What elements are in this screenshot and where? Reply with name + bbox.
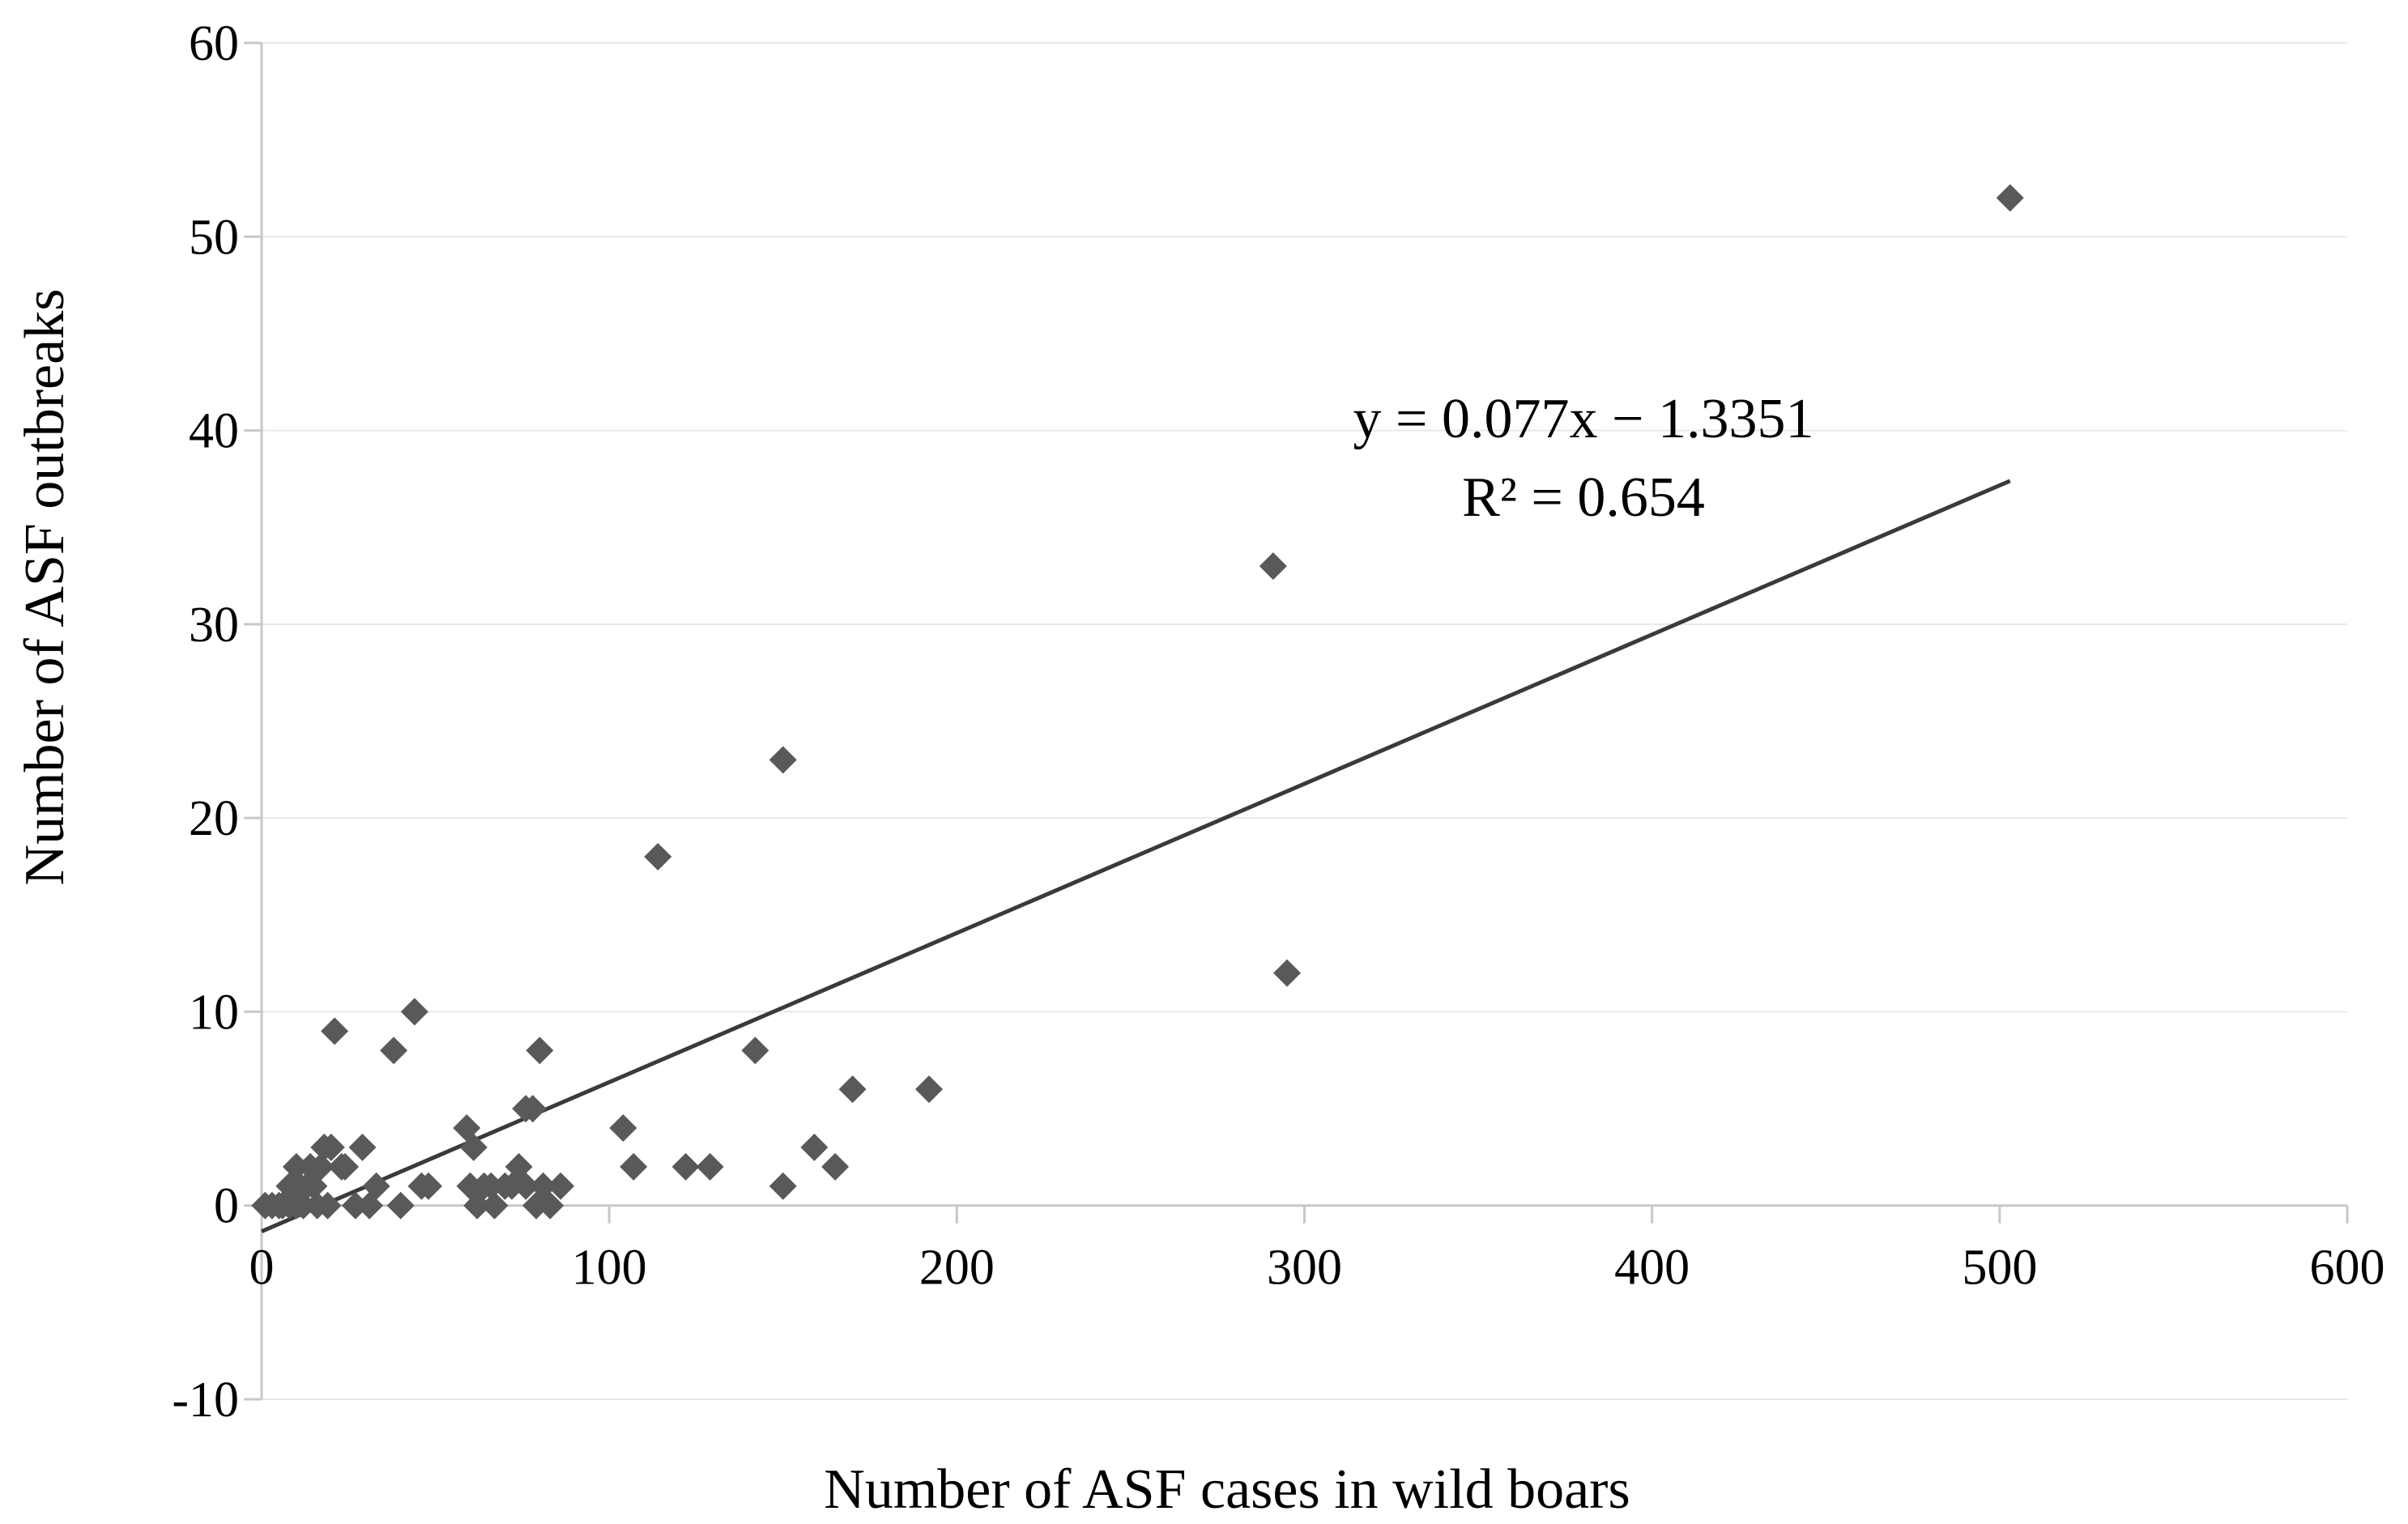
data-point	[821, 1152, 850, 1181]
data-point	[1259, 552, 1287, 581]
y-tick-label: 50	[189, 210, 239, 265]
y-tick-label: -10	[172, 1373, 239, 1428]
x-tick-label: 400	[1614, 1241, 1690, 1296]
data-point	[696, 1152, 724, 1181]
data-point	[313, 1191, 342, 1220]
data-point	[386, 1191, 415, 1220]
data-point	[769, 746, 797, 774]
data-point	[341, 1191, 369, 1220]
data-point	[306, 1152, 335, 1181]
data-point	[348, 1133, 377, 1161]
x-tick-label: 0	[249, 1241, 275, 1296]
x-tick-label: 100	[572, 1241, 647, 1296]
data-point	[769, 1172, 797, 1200]
data-point	[1273, 959, 1302, 987]
y-tick-label: 40	[189, 404, 239, 459]
data-point	[1996, 184, 2024, 212]
data-point	[518, 1095, 547, 1123]
x-tick-label: 300	[1267, 1241, 1342, 1296]
data-point	[620, 1152, 648, 1181]
y-tick-label: 0	[214, 1179, 239, 1234]
data-points	[251, 184, 2024, 1220]
gridlines	[262, 42, 2347, 1400]
axes	[244, 41, 2349, 1401]
data-point	[838, 1075, 867, 1104]
data-point	[282, 1152, 310, 1181]
data-point	[380, 1037, 408, 1065]
x-axis-title: Number of ASF cases in wild boars	[824, 1458, 1630, 1521]
y-tick-label: 10	[189, 985, 239, 1040]
data-point	[526, 1037, 554, 1065]
trendline	[261, 479, 2011, 1233]
data-point	[671, 1152, 700, 1181]
y-tick-label: 60	[189, 16, 239, 71]
y-tick-label: 30	[189, 598, 239, 653]
data-point	[741, 1037, 769, 1065]
data-point	[415, 1172, 442, 1200]
data-point	[321, 1017, 349, 1045]
data-point	[331, 1152, 359, 1181]
data-point	[480, 1191, 509, 1220]
data-point	[536, 1191, 565, 1220]
data-point	[362, 1172, 390, 1200]
trendline-layer	[261, 479, 2011, 1233]
trendline-equation: y = 0.077x − 1.3351	[1353, 388, 1814, 450]
data-point	[915, 1075, 943, 1104]
data-point	[800, 1133, 829, 1161]
data-point	[512, 1172, 540, 1200]
data-point	[400, 998, 428, 1026]
data-point	[289, 1191, 318, 1220]
x-tick-label: 200	[919, 1241, 995, 1296]
trendline-r-squared: R² = 0.654	[1462, 466, 1705, 529]
x-tick-label: 500	[1962, 1241, 2037, 1296]
y-tick-label: 20	[189, 791, 239, 846]
data-point	[644, 843, 672, 871]
data-point	[547, 1172, 575, 1200]
data-point	[609, 1114, 637, 1142]
data-point	[477, 1172, 505, 1200]
data-point	[459, 1133, 488, 1161]
x-tick-label: 600	[2310, 1241, 2385, 1296]
data-point	[317, 1133, 345, 1161]
y-axis-title: Number of ASF outbreaks	[14, 289, 76, 886]
